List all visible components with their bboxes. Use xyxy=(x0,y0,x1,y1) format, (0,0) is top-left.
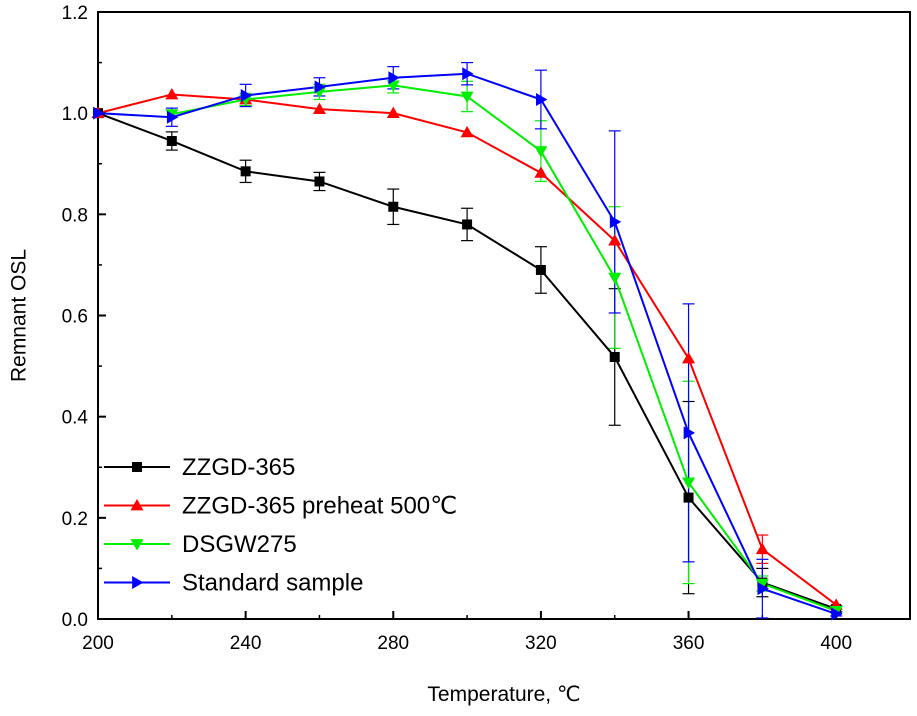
data-point xyxy=(682,351,696,364)
data-point xyxy=(683,426,696,440)
legend-label: Standard sample xyxy=(182,570,363,597)
x-tick-label: 320 xyxy=(525,633,557,654)
x-tick-label: 360 xyxy=(673,633,705,654)
data-point xyxy=(534,146,548,158)
data-point xyxy=(534,166,548,178)
data-point xyxy=(93,106,105,120)
data-point xyxy=(608,272,622,285)
data-point xyxy=(386,106,400,119)
data-point xyxy=(755,578,769,591)
data-point xyxy=(608,234,622,246)
data-point xyxy=(535,264,546,275)
data-point xyxy=(831,607,843,621)
data-point xyxy=(460,91,474,103)
legend-label: ZZGD-365 xyxy=(182,454,295,481)
data-point xyxy=(240,166,251,177)
data-point xyxy=(314,176,325,187)
data-point xyxy=(462,219,473,230)
data-point xyxy=(757,582,769,596)
series-markers xyxy=(91,67,843,621)
data-point xyxy=(609,351,620,362)
tick-labels: 200 240 280 320 360 400 0.0 0.2 0.4 0.6 0.8 1.0 1.2 xyxy=(62,3,852,654)
y-tick-label: 0.0 xyxy=(62,610,88,631)
data-point xyxy=(165,87,179,100)
y-tick-label: 1.0 xyxy=(62,104,88,125)
x-tick-label: 400 xyxy=(820,633,852,654)
data-point xyxy=(462,67,474,81)
series-line xyxy=(97,93,837,606)
y-tick-label: 0.4 xyxy=(62,408,89,429)
data-point xyxy=(166,135,177,146)
x-tick-label: 280 xyxy=(377,633,409,654)
series-line xyxy=(171,84,837,612)
legend: ZZGD-365 ZZGD-365 preheat 500℃ DSGW275 Stan… xyxy=(104,454,457,597)
x-axis-title: Temperature, ℃ xyxy=(427,683,580,706)
x-tick-label: 200 xyxy=(82,633,114,654)
legend-marker xyxy=(132,462,142,472)
data-point xyxy=(460,125,474,138)
data-point xyxy=(682,477,696,489)
x-tick-label: 240 xyxy=(230,633,262,654)
data-point xyxy=(388,201,399,212)
data-point xyxy=(388,71,400,85)
legend-marker xyxy=(130,499,144,511)
data-point xyxy=(314,80,326,94)
legend-marker xyxy=(130,539,144,551)
legend-marker xyxy=(132,576,144,589)
y-tick-label: 0.8 xyxy=(62,205,88,226)
legend-label: ZZGD-365 preheat 500℃ xyxy=(182,493,457,520)
y-axis-title: Remnant OSL xyxy=(8,249,31,382)
y-tick-label: 1.2 xyxy=(62,3,88,24)
data-point xyxy=(536,93,548,107)
y-tick-label: 0.6 xyxy=(62,307,88,328)
y-tick-label: 0.2 xyxy=(62,509,88,530)
data-point xyxy=(683,492,694,503)
data-point xyxy=(166,110,179,124)
data-point xyxy=(312,102,326,114)
data-point xyxy=(240,88,253,102)
data-point xyxy=(755,542,769,555)
legend-label: DSGW275 xyxy=(182,531,297,558)
data-point xyxy=(609,215,622,229)
